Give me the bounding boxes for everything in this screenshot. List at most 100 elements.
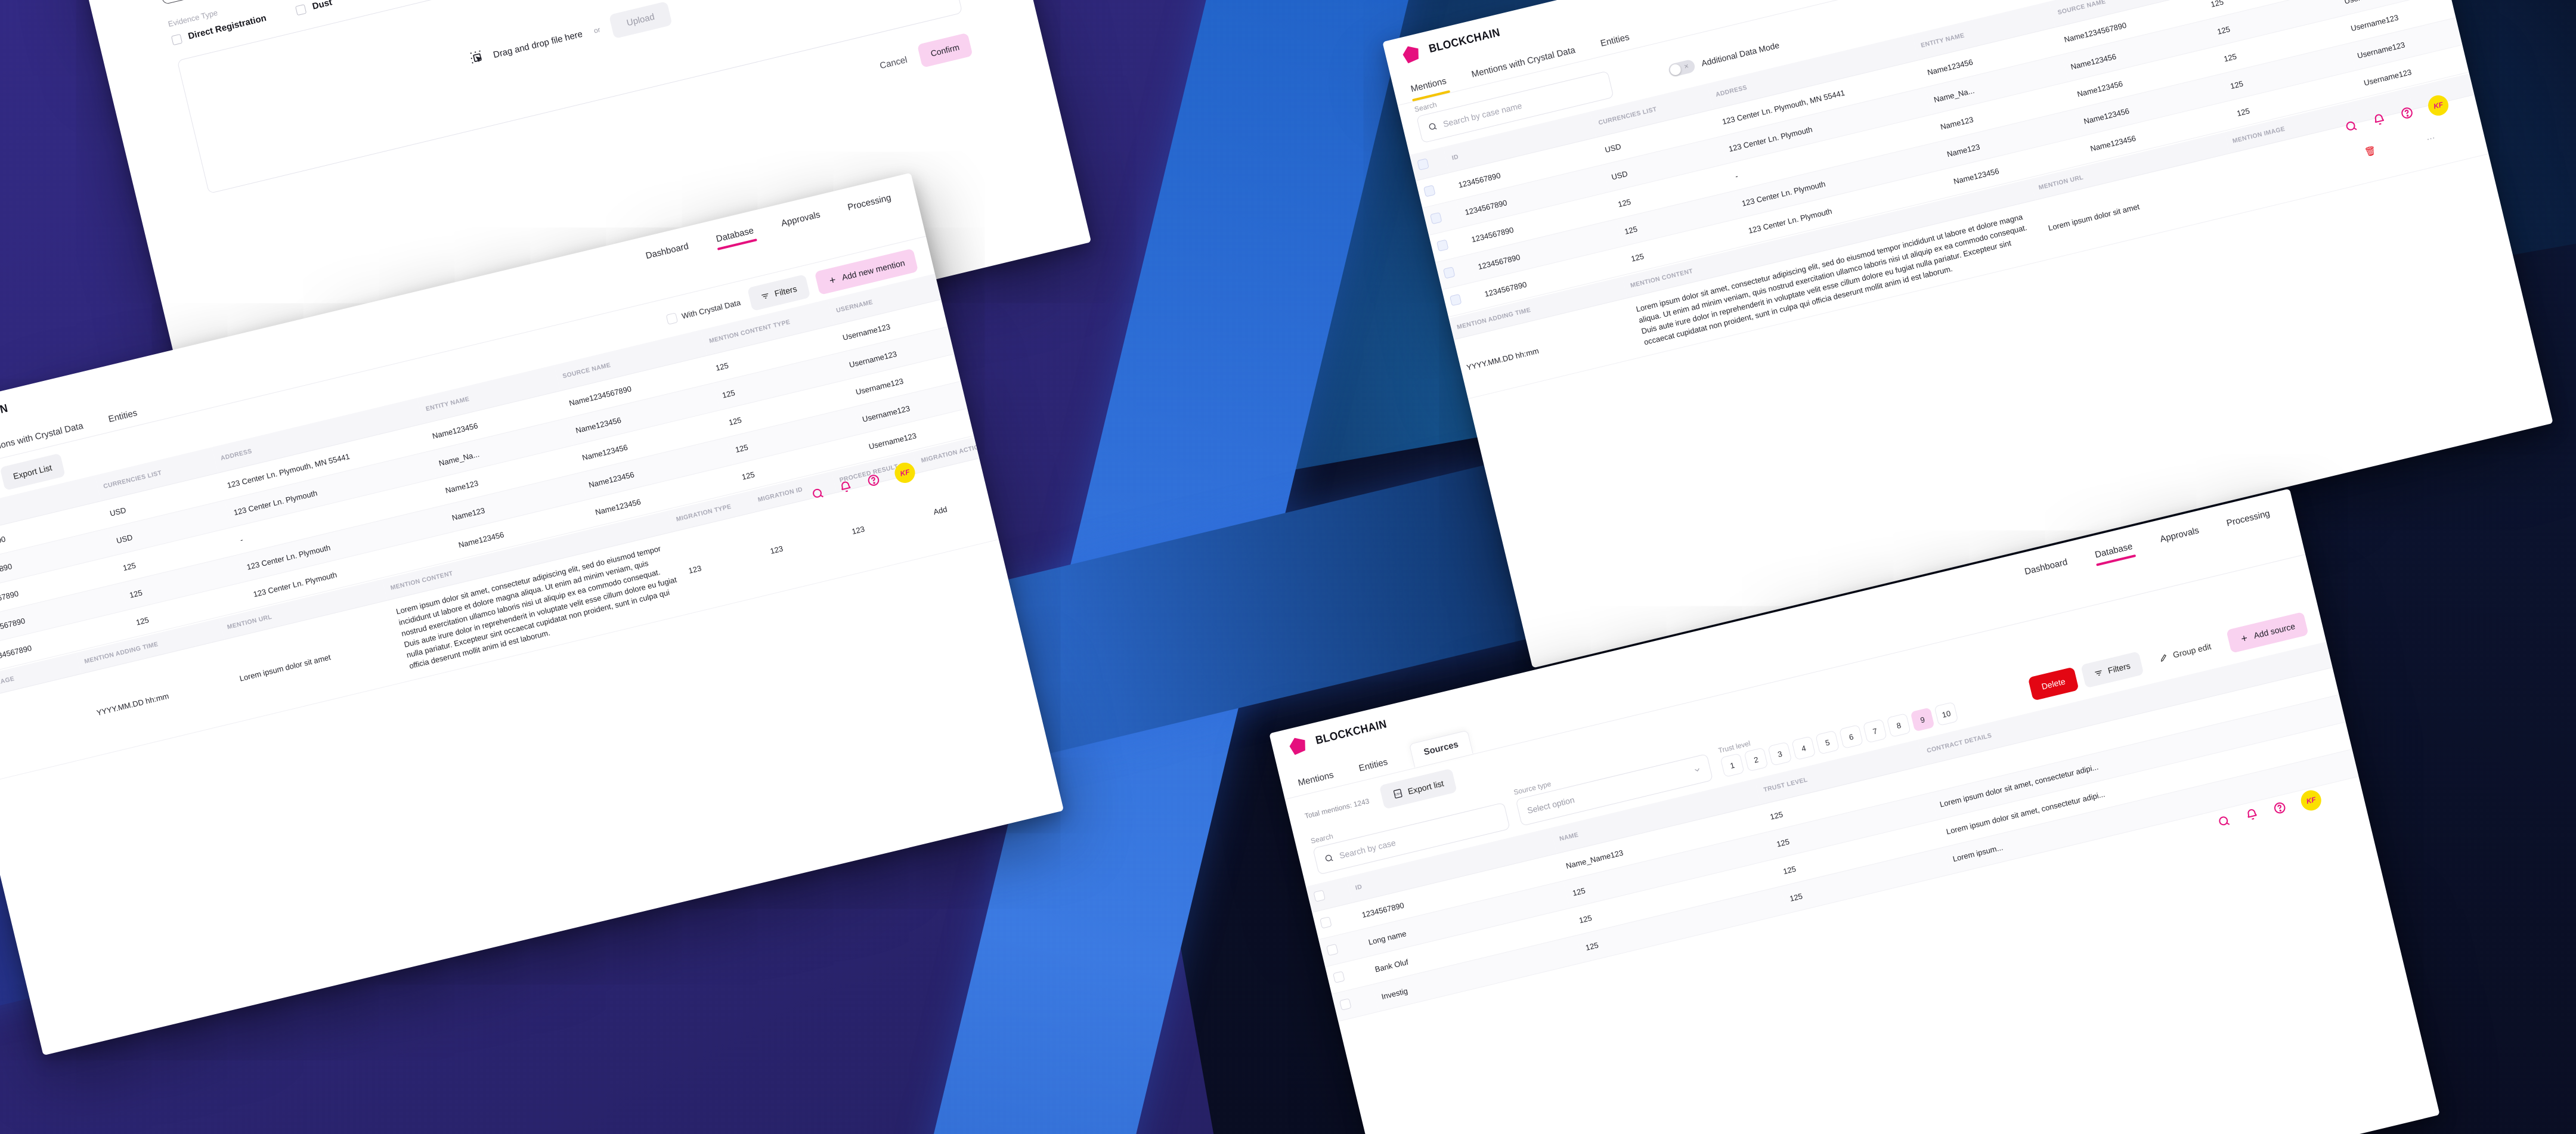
- nav-approvals[interactable]: Approvals: [780, 209, 822, 229]
- bell-icon[interactable]: [2244, 807, 2260, 823]
- checkbox-icon[interactable]: [1442, 267, 1456, 279]
- export-list-button[interactable]: CSV Export list: [1379, 768, 1458, 810]
- checkbox-icon[interactable]: [1313, 890, 1326, 902]
- help-icon[interactable]: [866, 472, 882, 488]
- panel-sources-database: BLOCKCHAIN Dashboard Database Approvals …: [1269, 488, 2440, 1134]
- checkbox-icon[interactable]: [1320, 916, 1332, 929]
- search-icon: [1429, 123, 1437, 130]
- add-source-button[interactable]: Add source: [2226, 611, 2309, 653]
- filters-row: Search Search by case Source type Select…: [1294, 593, 2326, 887]
- nav-approvals[interactable]: Approvals: [2159, 525, 2200, 544]
- upload-button[interactable]: Upload: [609, 1, 673, 39]
- header-icons: KF: [2215, 788, 2324, 833]
- confirm-button[interactable]: Confirm: [917, 32, 973, 68]
- trust-level-option-1[interactable]: 1: [1720, 752, 1745, 777]
- checkbox-icon[interactable]: [1436, 239, 1449, 252]
- search-field: Search Search by case name: [1414, 60, 1614, 144]
- nav-database[interactable]: Database: [711, 215, 758, 254]
- avatar[interactable]: KF: [2299, 788, 2324, 813]
- trust-level-option-5[interactable]: 5: [1815, 730, 1840, 755]
- toolbar: Total mentions: 1243 Export List With Cr…: [0, 237, 935, 519]
- trust-level-option-3[interactable]: 3: [1767, 741, 1792, 766]
- trust-level-option-6[interactable]: 6: [1838, 724, 1863, 749]
- blockchain-logo-icon: [1287, 736, 1308, 756]
- header-icons: KF: [809, 460, 917, 505]
- checkbox-icon[interactable]: [171, 33, 183, 45]
- plus-icon: [2241, 635, 2247, 641]
- search-field: Search Search by case: [1310, 791, 1510, 875]
- filters-label: Filters: [2107, 661, 2132, 676]
- app-name: BLOCKCHAIN: [0, 402, 10, 432]
- source-type-value: Select option: [1526, 795, 1576, 816]
- checkbox-icon[interactable]: [665, 312, 678, 325]
- trust-level-option-8[interactable]: 8: [1886, 712, 1911, 738]
- checkbox-icon[interactable]: [295, 4, 307, 16]
- bell-icon[interactable]: [2371, 111, 2388, 128]
- filters-button[interactable]: Filters: [747, 274, 811, 312]
- add-new-mention-label: Add new mention: [841, 258, 906, 283]
- dropzone-or: or: [593, 25, 602, 35]
- export-list-label: Export list: [1407, 778, 1445, 796]
- checkbox-icon[interactable]: [1449, 293, 1462, 306]
- svg-text:CSV: CSV: [1395, 792, 1402, 797]
- app-name: BLOCKCHAIN: [1428, 26, 1501, 56]
- trust-level-option-4[interactable]: 4: [1791, 736, 1816, 761]
- trash-icon[interactable]: 🗑: [2363, 145, 2377, 158]
- evidence-option-label: Dust: [311, 0, 333, 12]
- delete-button[interactable]: Delete: [2027, 667, 2079, 701]
- filters-icon: [761, 293, 768, 299]
- file-dropzone[interactable]: Drag and drop file here or Upload: [177, 0, 963, 194]
- search-icon: [1325, 854, 1333, 862]
- checkbox-icon[interactable]: [1430, 212, 1442, 225]
- panel-mentions-approvals: BLOCKCHAIN Dashboard Database Approvals …: [1382, 0, 2553, 668]
- chevron-down-icon: [1695, 768, 1699, 772]
- ellipsis-icon[interactable]: …: [2425, 130, 2437, 143]
- csv-icon: CSV: [1393, 789, 1402, 799]
- filters-icon: [2094, 670, 2102, 676]
- cancel-button[interactable]: Cancel: [878, 54, 909, 71]
- blockchain-logo-icon: [1400, 44, 1422, 64]
- panel-evidence-form: Evidence Type Direct Registration Dust R…: [53, 0, 1092, 457]
- search-icon[interactable]: [2216, 813, 2233, 829]
- filters-button[interactable]: Filters: [2080, 651, 2144, 689]
- nav-processing[interactable]: Processing: [2225, 508, 2271, 528]
- checkbox-icon[interactable]: [1423, 185, 1436, 197]
- search-input[interactable]: Search by case: [1312, 802, 1510, 875]
- help-icon[interactable]: [2399, 105, 2415, 121]
- trust-level-option-9[interactable]: 9: [1910, 707, 1935, 732]
- search-placeholder: Search by case: [1338, 838, 1397, 861]
- trust-level-option-10[interactable]: 10: [1934, 701, 1959, 726]
- search-input[interactable]: Search by case name: [1416, 70, 1614, 144]
- toggle-switch[interactable]: [1667, 58, 1696, 78]
- header-icons: KF: [2343, 93, 2451, 138]
- search-icon[interactable]: [810, 486, 826, 502]
- checkbox-icon[interactable]: [1326, 943, 1339, 956]
- with-crystal-data-checkbox[interactable]: With Crystal Data: [665, 297, 742, 325]
- nav-dashboard[interactable]: Dashboard: [645, 240, 690, 261]
- group-edit-button[interactable]: Group edit: [2145, 632, 2225, 673]
- search-icon[interactable]: [2343, 119, 2360, 135]
- add-new-mention-button[interactable]: Add new mention: [814, 248, 919, 296]
- total-mentions-label: Total mentions: 1243: [1304, 797, 1370, 820]
- group-edit-label: Group edit: [2172, 641, 2212, 660]
- evidence-form-body: Evidence Type Direct Registration Dust R…: [54, 0, 1049, 281]
- checkbox-icon[interactable]: [1339, 998, 1352, 1011]
- trust-level-option-2[interactable]: 2: [1744, 747, 1769, 772]
- checkbox-icon[interactable]: [1417, 158, 1429, 171]
- checkbox-icon[interactable]: [1333, 971, 1345, 984]
- bell-icon[interactable]: [838, 479, 854, 495]
- nav-processing[interactable]: Processing: [846, 192, 892, 213]
- nav-database[interactable]: Database: [2090, 530, 2137, 569]
- add-source-label: Add source: [2252, 621, 2296, 641]
- source-type-select[interactable]: Select option: [1515, 753, 1714, 826]
- drag-drop-icon: [468, 48, 488, 69]
- evidence-option-dust[interactable]: Dust: [295, 0, 333, 16]
- panel-mentions-database: BLOCKCHAIN Dashboard Database Approvals …: [0, 172, 1064, 1056]
- with-crystal-data-label: With Crystal Data: [680, 298, 742, 321]
- toolbar: Total mentions: 1243 CSV Export list: [1285, 554, 2315, 837]
- nav-dashboard[interactable]: Dashboard: [2023, 556, 2069, 577]
- help-icon[interactable]: [2272, 800, 2288, 816]
- search-placeholder: Search by case name: [1442, 100, 1523, 129]
- trust-level-option-7[interactable]: 7: [1862, 718, 1887, 743]
- search-row: Search Search by case name Additional Da…: [1398, 0, 2430, 155]
